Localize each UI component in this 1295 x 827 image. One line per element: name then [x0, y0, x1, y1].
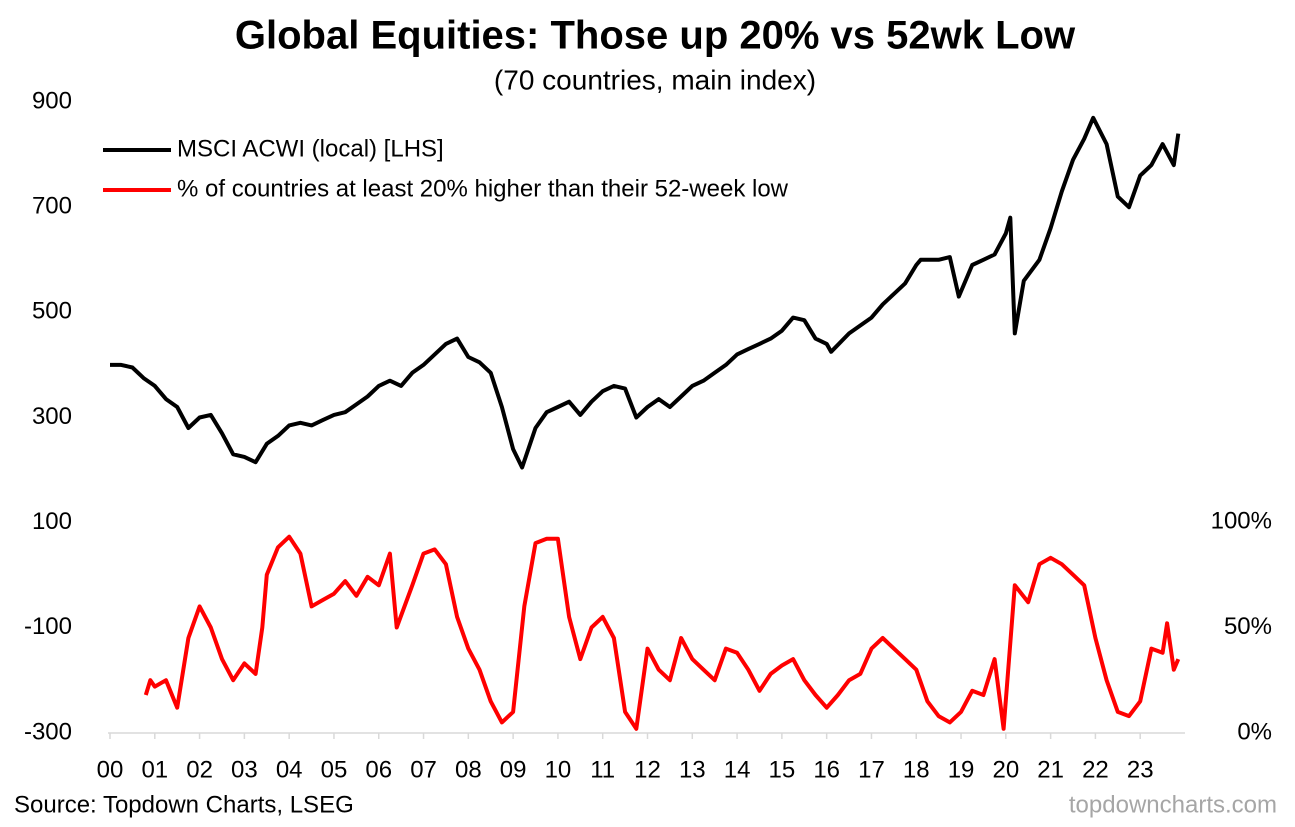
- legend-label: MSCI ACWI (local) [LHS]: [177, 135, 444, 162]
- x-tick-label: 08: [455, 756, 482, 783]
- x-tick-label: 06: [365, 756, 392, 783]
- x-tick-label: 22: [1082, 756, 1109, 783]
- x-tick-label: 13: [679, 756, 706, 783]
- y-tick-label: 500: [32, 298, 72, 325]
- x-tick-label: 12: [634, 756, 661, 783]
- x-tick-label: 03: [231, 756, 258, 783]
- x-tick-label: 14: [724, 756, 751, 783]
- x-tick-label: 23: [1127, 756, 1154, 783]
- x-tick-label: 01: [141, 756, 168, 783]
- y-tick-label: 300: [32, 403, 72, 430]
- y-tick-label: 700: [32, 193, 72, 220]
- series-line: [110, 115, 1181, 470]
- x-tick-label: 00: [97, 756, 124, 783]
- y2-tick-label: 0%: [1237, 718, 1272, 745]
- chart-subtitle: (70 countries, main index): [494, 64, 816, 95]
- y2-tick-label: 50%: [1224, 613, 1272, 640]
- x-tick-label: 16: [813, 756, 840, 783]
- x-tick-label: 18: [903, 756, 930, 783]
- y-tick-label: -100: [24, 613, 72, 640]
- series-line: [143, 534, 1181, 731]
- y-tick-label: 900: [32, 87, 72, 114]
- y-tick-label: 100: [32, 508, 72, 535]
- x-tick-label: 11: [590, 756, 615, 783]
- y2-tick-label: 100%: [1211, 507, 1272, 534]
- x-tick-label: 15: [769, 756, 796, 783]
- x-tick-label: 04: [276, 756, 303, 783]
- x-tick-label: 20: [992, 756, 1019, 783]
- chart-title: Global Equities: Those up 20% vs 52wk Lo…: [235, 14, 1076, 58]
- y-tick-label: -300: [24, 718, 72, 745]
- x-tick-label: 21: [1037, 756, 1064, 783]
- legend-label: % of countries at least 20% higher than …: [177, 175, 789, 202]
- x-tick-label: 02: [186, 756, 213, 783]
- watermark: topdowncharts.com: [1069, 791, 1277, 818]
- x-tick-label: 19: [948, 756, 975, 783]
- source-note: Source: Topdown Charts, LSEG: [14, 791, 354, 818]
- x-tick-label: 05: [321, 756, 348, 783]
- x-tick-label: 17: [858, 756, 885, 783]
- x-tick-label: 07: [410, 756, 437, 783]
- x-tick-label: 10: [545, 756, 572, 783]
- x-tick-label: 09: [500, 756, 527, 783]
